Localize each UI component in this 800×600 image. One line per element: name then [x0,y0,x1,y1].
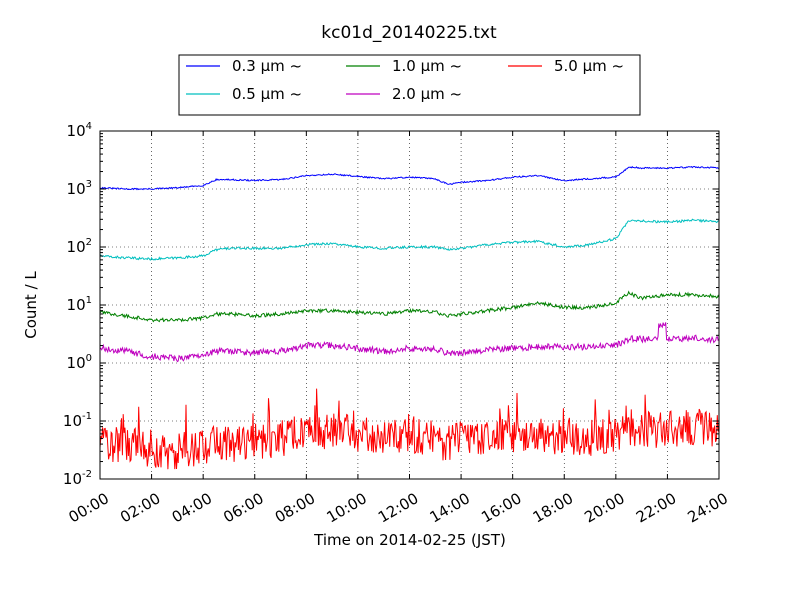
chart-title: kc01d_20140225.txt [321,23,497,43]
legend-label: 2.0 μm ~ [392,85,462,103]
series-line [99,290,720,323]
legend-frame [178,54,641,116]
series-line [99,218,720,261]
x-axis-label: Time on 2014-02-25 (JST) [313,531,506,549]
grid [100,131,719,479]
y-tick-label: 10-2 [63,469,92,488]
legend-label: 1.0 μm ~ [392,57,462,75]
y-tick-label: 103 [67,179,92,198]
y-tick-label: 101 [67,295,92,314]
x-tick-label: 06:00 [220,489,266,526]
series-line [99,165,720,191]
legend-label: 5.0 μm ~ [554,57,624,75]
x-tick-label: 20:00 [581,489,627,526]
series-line [99,322,720,363]
x-tick-label: 14:00 [427,489,473,526]
x-tick-label: 22:00 [633,489,679,526]
x-tick-label: 10:00 [323,489,369,526]
y-tick-label: 100 [67,353,92,372]
x-axis-ticks: 00:00 02:00 04:00 06:00 08:00 10:00 12:00 14:00… [66,131,731,526]
x-tick-label: 02:00 [117,489,163,526]
y-axis-label: Count / L [22,271,40,339]
x-tick-label: 24:00 [685,489,731,526]
x-tick-label: 00:00 [66,489,112,526]
legend-label: 0.5 μm ~ [232,85,302,103]
x-tick-label: 12:00 [375,489,421,526]
legend-label: 0.3 μm ~ [232,57,302,75]
x-tick-label: 04:00 [169,489,215,526]
y-axis-ticks: 10-2 10-1 100 101 102 103 104 [63,121,719,488]
y-tick-label: 102 [67,237,92,256]
x-tick-label: 16:00 [478,489,524,526]
y-tick-label: 104 [67,121,92,140]
series-layer [99,165,720,470]
y-tick-label: 10-1 [63,411,92,430]
x-tick-label: 08:00 [272,489,318,526]
x-tick-label: 18:00 [530,489,576,526]
legend: 0.3 μm ~ 0.5 μm ~ 1.0 μm ~ 2.0 μm ~ 5.0 μm ~ [178,54,641,116]
series-line [99,388,720,470]
